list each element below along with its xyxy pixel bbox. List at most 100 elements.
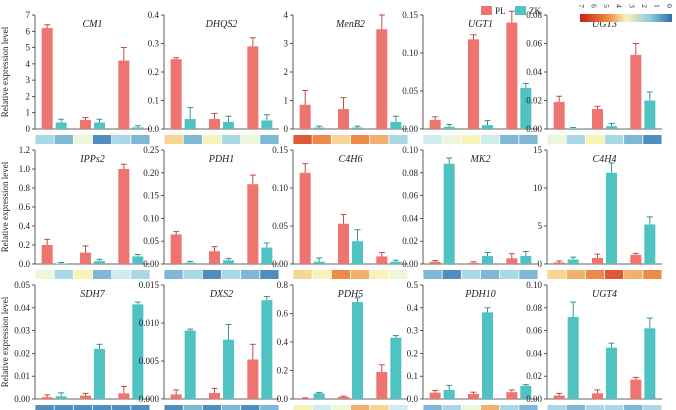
y-tick-label: 0.2 <box>19 240 30 250</box>
y-tick-label: 0.2 <box>407 348 418 358</box>
panel-c4h4: 0 5 10 15 C4H4 <box>533 145 662 279</box>
y-tick-label: 0.02 <box>14 348 30 358</box>
bar-pl-r <box>41 28 53 129</box>
y-tick-label: 0.06 <box>526 326 542 336</box>
legend-zk-label: ZK <box>529 6 541 16</box>
legend-pl-label: PL <box>495 6 506 16</box>
y-tick-label: 1.2 <box>19 145 30 155</box>
heatmap-cell <box>370 270 389 279</box>
bar-pl-l <box>506 22 518 130</box>
bar-zk-r <box>313 127 325 129</box>
bar-pl-s <box>338 396 349 399</box>
heatmap-cell <box>73 405 93 410</box>
heatmap-cell <box>566 270 585 279</box>
bar-pl-l <box>118 60 130 129</box>
heatmap-cell <box>92 270 112 279</box>
bar-pl-l <box>630 254 642 264</box>
y-tick-label: 0 <box>26 124 31 134</box>
bar-zk-r <box>55 122 67 129</box>
heatmap-cell <box>480 270 500 279</box>
bar-pl-r <box>299 104 311 129</box>
y-tick-label: 0 <box>538 259 543 269</box>
y-tick-label: 0.1 <box>148 96 159 106</box>
heatmap-cell <box>221 405 241 410</box>
y-tick-label: 0.4 <box>148 10 160 20</box>
bar-zk-s <box>482 125 493 129</box>
heatmap-cell <box>500 270 519 279</box>
colorbar-tick: 0 <box>665 4 674 8</box>
heatmap-cell <box>260 270 279 279</box>
bar-zk-s <box>352 241 363 264</box>
y-tick-label: 0.10 <box>402 145 418 155</box>
heatmap-cell <box>442 270 461 279</box>
panel-title: PDH10 <box>464 289 496 300</box>
heatmap-cell <box>624 405 643 410</box>
y-tick-label: 0.1 <box>407 371 418 381</box>
bar-pl-s <box>80 395 91 399</box>
heatmap-cell <box>519 270 538 279</box>
y-tick-label: 0 <box>284 124 289 134</box>
bar-zk-l <box>390 337 402 399</box>
bar-zk-r <box>567 259 579 264</box>
panel-menb2: 0 1 2 3 4 MenB2 <box>284 10 408 144</box>
y-tick-label: 2 <box>26 91 31 101</box>
heatmap-cell <box>480 135 500 144</box>
bar-pl-l <box>247 359 259 399</box>
y-tick-label: 0.0 <box>19 259 31 269</box>
y-tick-label: 0.8 <box>277 280 289 290</box>
heatmap-cell <box>35 270 54 279</box>
heatmap-cell <box>585 270 605 279</box>
bar-pl-r <box>553 395 565 399</box>
bar-zk-r <box>313 393 325 399</box>
legend-pl-swatch <box>481 6 492 15</box>
heatmap-cell <box>480 405 500 410</box>
heatmap-cell <box>164 270 183 279</box>
y-tick-label: 0.00 <box>14 394 30 404</box>
heatmap-cell <box>293 135 312 144</box>
bar-zk-s <box>352 302 363 399</box>
y-tick-label: 0.010 <box>139 318 160 328</box>
heatmap-cell <box>331 405 351 410</box>
heatmap-cell <box>604 135 624 144</box>
y-tick-label: 0.01 <box>14 371 30 381</box>
y-tick-label: 0.05 <box>14 280 30 290</box>
heatmap-cell <box>331 135 351 144</box>
heatmap-cell <box>643 135 662 144</box>
heatmap-cell <box>183 405 202 410</box>
y-tick-label: 0.02 <box>526 371 542 381</box>
bar-zk-l <box>132 256 144 264</box>
y-tick-label: 0.04 <box>526 67 542 77</box>
y-tick-label: 0.4 <box>19 221 31 231</box>
bar-zk-s <box>606 347 617 399</box>
y-tick-label: 0.15 <box>272 145 288 155</box>
bar-pl-s <box>468 39 479 129</box>
heatmap-cell <box>547 405 566 410</box>
y-tick-label: 0.005 <box>139 356 160 366</box>
bar-zk-s <box>94 122 105 129</box>
bar-pl-r <box>170 59 182 129</box>
y-tick-label: 0.10 <box>526 280 542 290</box>
bar-zk-r <box>443 389 455 399</box>
y-tick-label: 0.05 <box>402 86 418 96</box>
heatmap-cell <box>624 135 643 144</box>
heatmap-cell <box>260 405 279 410</box>
y-tick-label: 1 <box>26 108 31 118</box>
bar-pl-r <box>299 172 311 264</box>
bar-pl-l <box>630 54 642 129</box>
bar-pl-l <box>118 169 130 264</box>
y-tick-label: 0.05 <box>272 221 288 231</box>
heatmap-cell <box>202 405 222 410</box>
y-tick-label: 0.06 <box>526 39 542 49</box>
bar-zk-l <box>520 256 532 264</box>
panel-pdh1: 0.00 0.05 0.10 0.15 0.20 0.25 PDH1 <box>143 145 279 279</box>
bar-pl-r <box>170 394 182 399</box>
heatmap-cell <box>312 270 331 279</box>
bar-pl-l <box>247 184 259 264</box>
y-tick-label: 1 <box>284 96 289 106</box>
heatmap-cell <box>241 270 260 279</box>
bar-pl-l <box>506 392 518 399</box>
heatmap-cell <box>566 405 585 410</box>
y-tick-label: 0.6 <box>19 202 31 212</box>
